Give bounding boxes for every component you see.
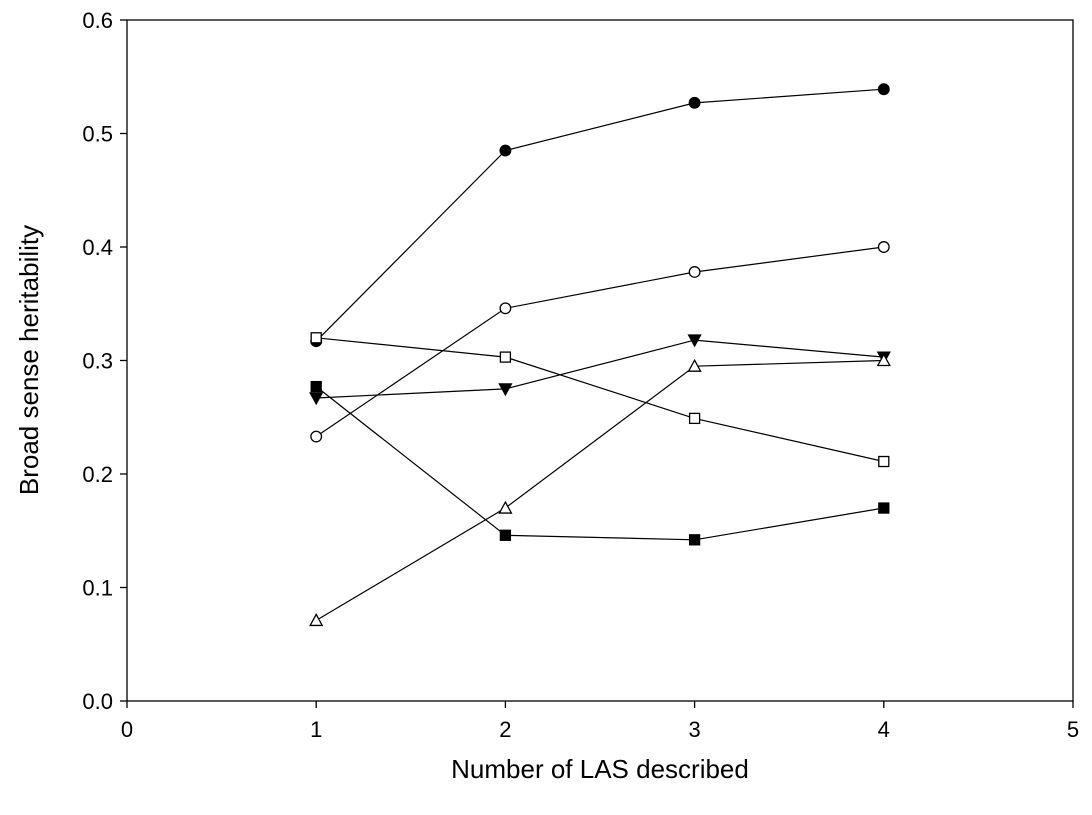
series-line-2 [315, 246, 884, 437]
data-point [688, 96, 701, 109]
y-axis-title: Broad sense heritability [14, 225, 44, 495]
series-line-5 [316, 337, 884, 463]
series-line-4 [315, 359, 884, 621]
data-point [878, 502, 890, 514]
axis-ticks: 0 1 2 3 4 5 0.0 0.1 0.2 0.3 0.4 0.5 0.6 [82, 8, 1079, 742]
x-tick-label: 0 [121, 717, 133, 742]
data-point [499, 144, 512, 157]
data-point [310, 380, 322, 393]
series-line-1 [315, 88, 884, 342]
x-tick-label: 5 [1067, 717, 1079, 742]
data-point [310, 430, 323, 443]
data-point [498, 383, 513, 397]
data-point [877, 241, 890, 253]
y-tick-label: 0.0 [82, 689, 113, 714]
data-point [309, 392, 324, 406]
x-tick-label: 4 [878, 717, 890, 742]
data-point [878, 455, 890, 468]
data-point [877, 83, 890, 96]
data-point [310, 332, 322, 344]
data-point [688, 412, 701, 425]
data-point [688, 534, 701, 546]
y-tick-label: 0.3 [82, 349, 113, 374]
y-tick-label: 0.4 [82, 235, 113, 260]
data-point [876, 353, 891, 367]
data-point [499, 529, 512, 541]
x-tick-label: 2 [499, 717, 511, 742]
series-layer [309, 83, 891, 627]
data-point [687, 358, 702, 372]
data-point [688, 266, 701, 278]
data-point [499, 302, 512, 315]
data-point [498, 500, 513, 514]
data-point [499, 351, 512, 363]
x-axis-title: Number of LAS described [451, 754, 749, 784]
series-lines [315, 88, 884, 621]
series-line-6 [315, 386, 884, 541]
data-point [687, 334, 702, 348]
data-point [309, 613, 324, 627]
plot-frame [126, 19, 1074, 702]
y-tick-label: 0.2 [82, 462, 113, 487]
y-tick-label: 0.6 [82, 8, 113, 33]
x-tick-label: 3 [688, 717, 700, 742]
series-markers [309, 83, 891, 627]
x-tick-label: 1 [310, 717, 322, 742]
y-tick-label: 0.1 [82, 576, 113, 601]
y-tick-label: 0.5 [82, 122, 113, 147]
series-line-3 [316, 339, 884, 399]
